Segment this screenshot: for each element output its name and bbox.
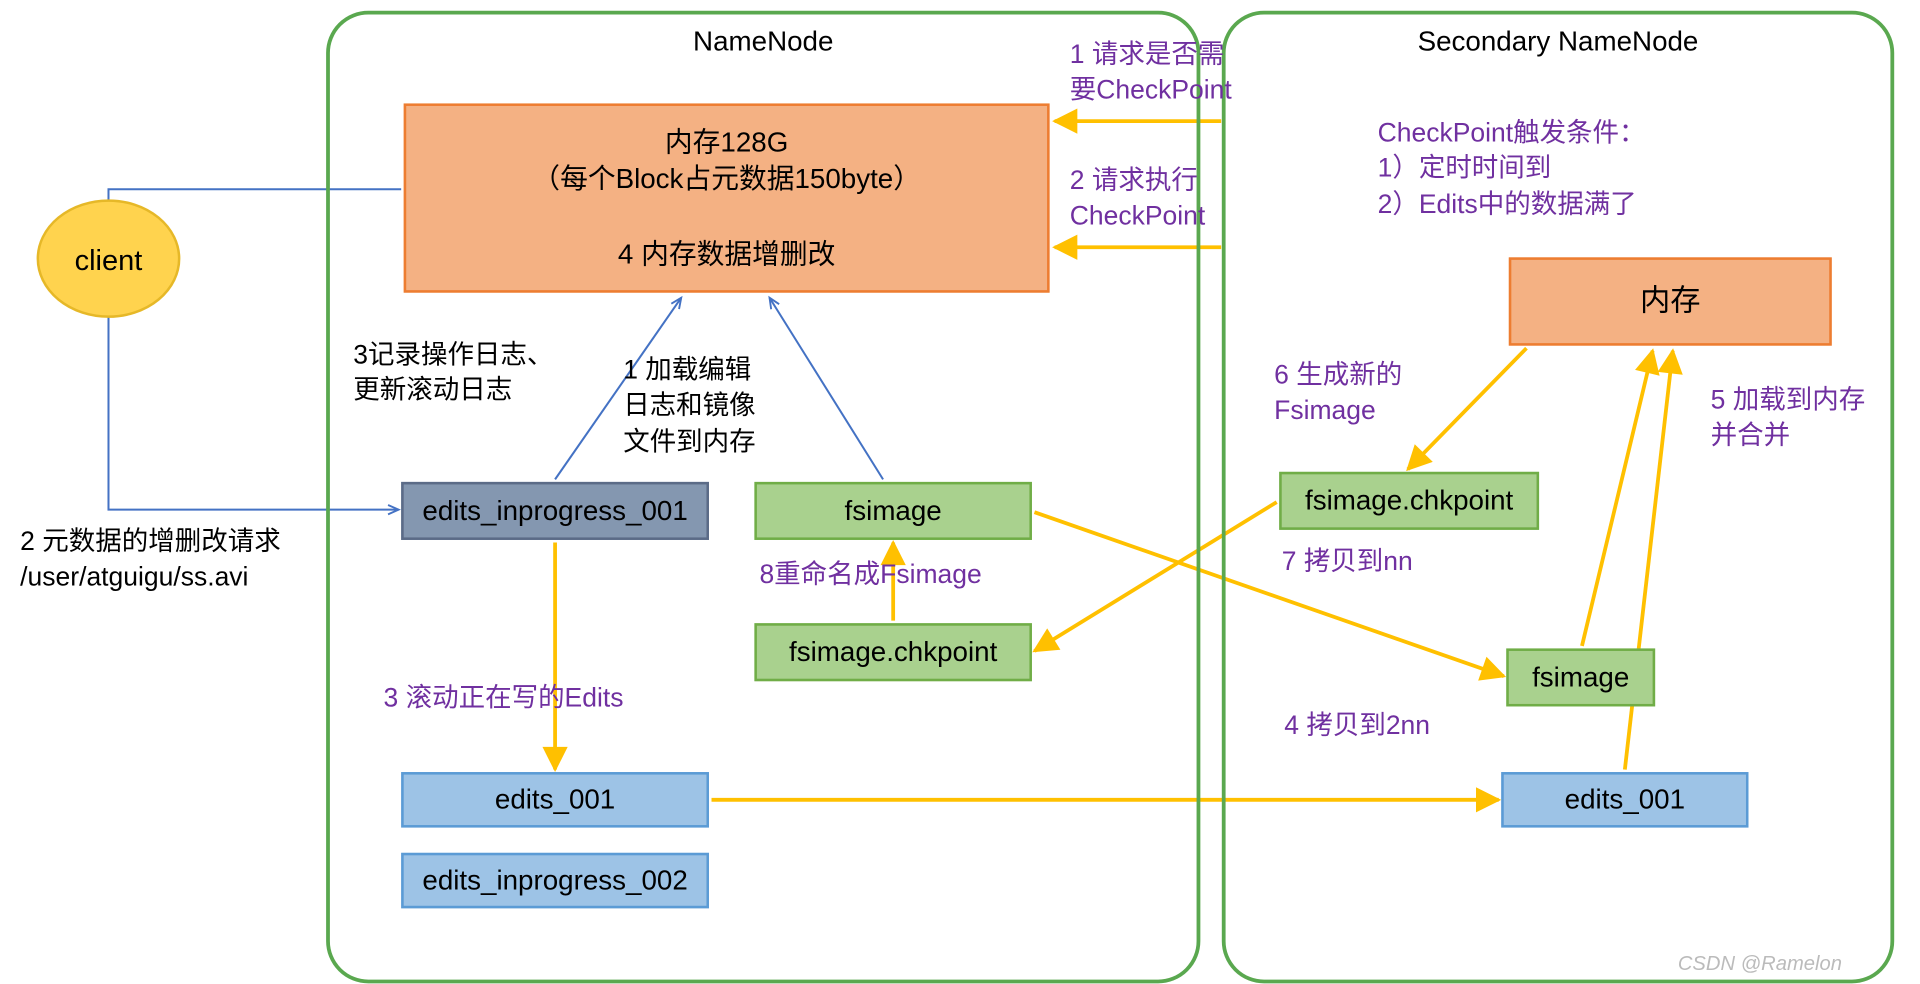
client-request-label: 2 元数据的增删改请求 /user/atguigu/ss.avi: [20, 525, 281, 597]
fsimage-right-box: fsimage: [1506, 648, 1655, 706]
namenode-title: NameNode: [336, 23, 1191, 60]
load-merge-label: 5 加载到内存 并合并: [1711, 384, 1866, 456]
memory-left-box: 内存128G （每个Block占元数据150byte） 4 内存数据增删改: [404, 103, 1050, 292]
arrow-chk-r-to-chk-l: [1034, 502, 1276, 651]
fsimage-chkpoint-right-box: fsimage.chkpoint: [1279, 472, 1539, 530]
edits-001-right-box: edits_001: [1501, 772, 1748, 828]
arrow-fsimage-to-mem: [770, 298, 884, 480]
arrow-fsimage-l-to-r: [1034, 512, 1503, 676]
load-edits-label: 1 加载编辑 日志和镜像 文件到内存: [623, 353, 755, 460]
fsimage-chkpoint-left-box: fsimage.chkpoint: [754, 623, 1032, 681]
edits-001-left-box: edits_001: [401, 772, 709, 828]
generate-fsimage-label: 6 生成新的 Fsimage: [1274, 358, 1402, 430]
copy-to-2nn-label: 4 拷贝到2nn: [1284, 709, 1430, 745]
ask-checkpoint-label: 1 请求是否需 要CheckPoint: [1070, 38, 1232, 110]
checkpoint-trigger-label: CheckPoint触发条件： 1）定时时间到 2）Edits中的数据满了: [1378, 116, 1646, 223]
copy-to-nn-label: 7 拷贝到nn: [1282, 545, 1413, 581]
secondary-namenode-title: Secondary NameNode: [1231, 23, 1884, 60]
edits-inprogress-002-box: edits_inprogress_002: [401, 853, 709, 909]
arrow-edits-r-to-mem: [1625, 351, 1673, 770]
do-checkpoint-label: 2 请求执行 CheckPoint: [1070, 164, 1205, 236]
roll-edits-label: 3 滚动正在写的Edits: [384, 681, 624, 717]
memory-right-box: 内存: [1509, 257, 1832, 345]
client-label: client: [38, 241, 179, 280]
edits-inprogress-001-box: edits_inprogress_001: [401, 482, 709, 540]
rename-fsimage-label: 8重命名成Fsimage: [759, 558, 981, 594]
arrow-mem-r-to-chk: [1408, 348, 1527, 469]
watermark-label: CSDN @Ramelon: [1678, 954, 1842, 977]
fsimage-left-box: fsimage: [754, 482, 1032, 540]
arrow-fsimage-r-to-mem: [1582, 351, 1653, 646]
log-update-label: 3记录操作日志、 更新滚动日志: [353, 338, 553, 410]
arrow-client-to-mem: [108, 189, 401, 200]
